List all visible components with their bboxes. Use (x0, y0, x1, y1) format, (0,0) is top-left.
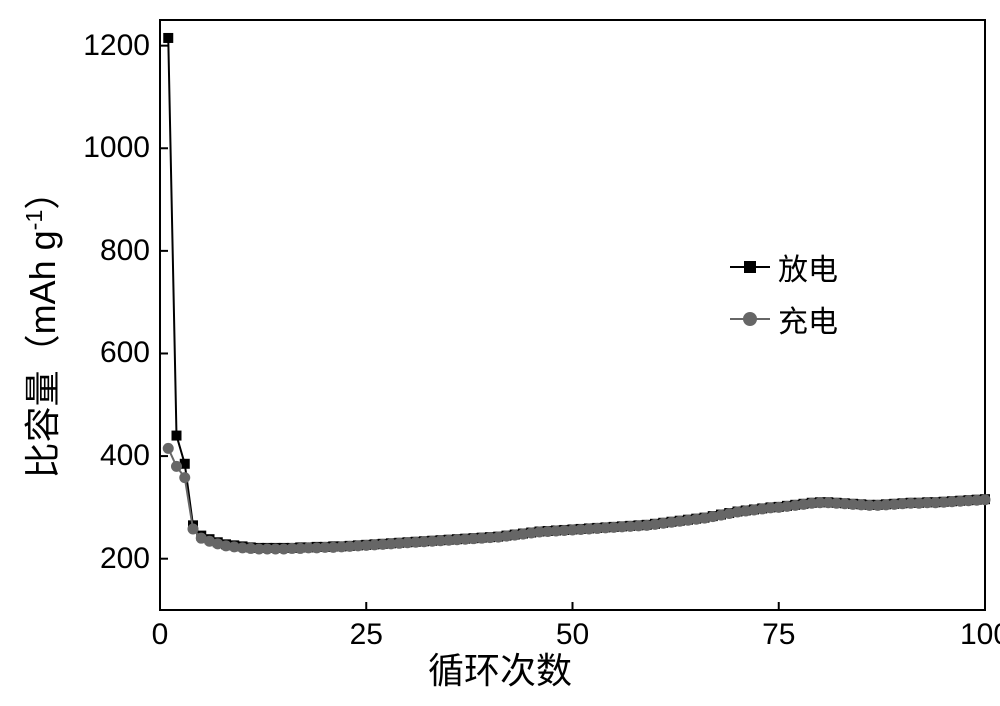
legend-item-discharge: 放电 (730, 245, 838, 289)
x-tick-label: 50 (556, 618, 589, 652)
x-tick-label: 100 (960, 618, 1000, 652)
x-tick-label: 25 (350, 618, 383, 652)
capacity-cycle-chart: 比容量（mAh g-1） 循环次数 放电 充电 0 25 50 75 100 200 400… (0, 0, 1000, 706)
y-axis-label-suffix: ） (22, 174, 63, 210)
x-tick-label: 0 (152, 618, 169, 652)
y-axis-label-prefix: 比容量（mAh g (22, 230, 63, 478)
y-tick-label: 200 (100, 542, 150, 576)
y-axis-title: 比容量（mAh g-1） (14, 166, 66, 486)
legend-label-discharge: 放电 (778, 245, 838, 289)
x-axis-title: 循环次数 (0, 642, 1000, 694)
y-tick-label: 400 (100, 439, 150, 473)
square-icon (744, 261, 756, 273)
plot-area (0, 0, 1000, 706)
circle-icon (743, 312, 757, 326)
legend-label-charge: 充电 (778, 297, 838, 341)
y-tick-label: 1200 (83, 29, 150, 63)
y-tick-label: 1000 (83, 131, 150, 165)
legend-line-charge (730, 318, 770, 320)
x-axis-label-text: 循环次数 (428, 650, 572, 691)
x-tick-label: 75 (762, 618, 795, 652)
legend-line-discharge (730, 266, 770, 268)
y-axis-label-sup: -1 (21, 210, 47, 231)
legend: 放电 充电 (730, 245, 838, 349)
y-tick-label: 800 (100, 234, 150, 268)
y-tick-label: 600 (100, 336, 150, 370)
legend-item-charge: 充电 (730, 297, 838, 341)
